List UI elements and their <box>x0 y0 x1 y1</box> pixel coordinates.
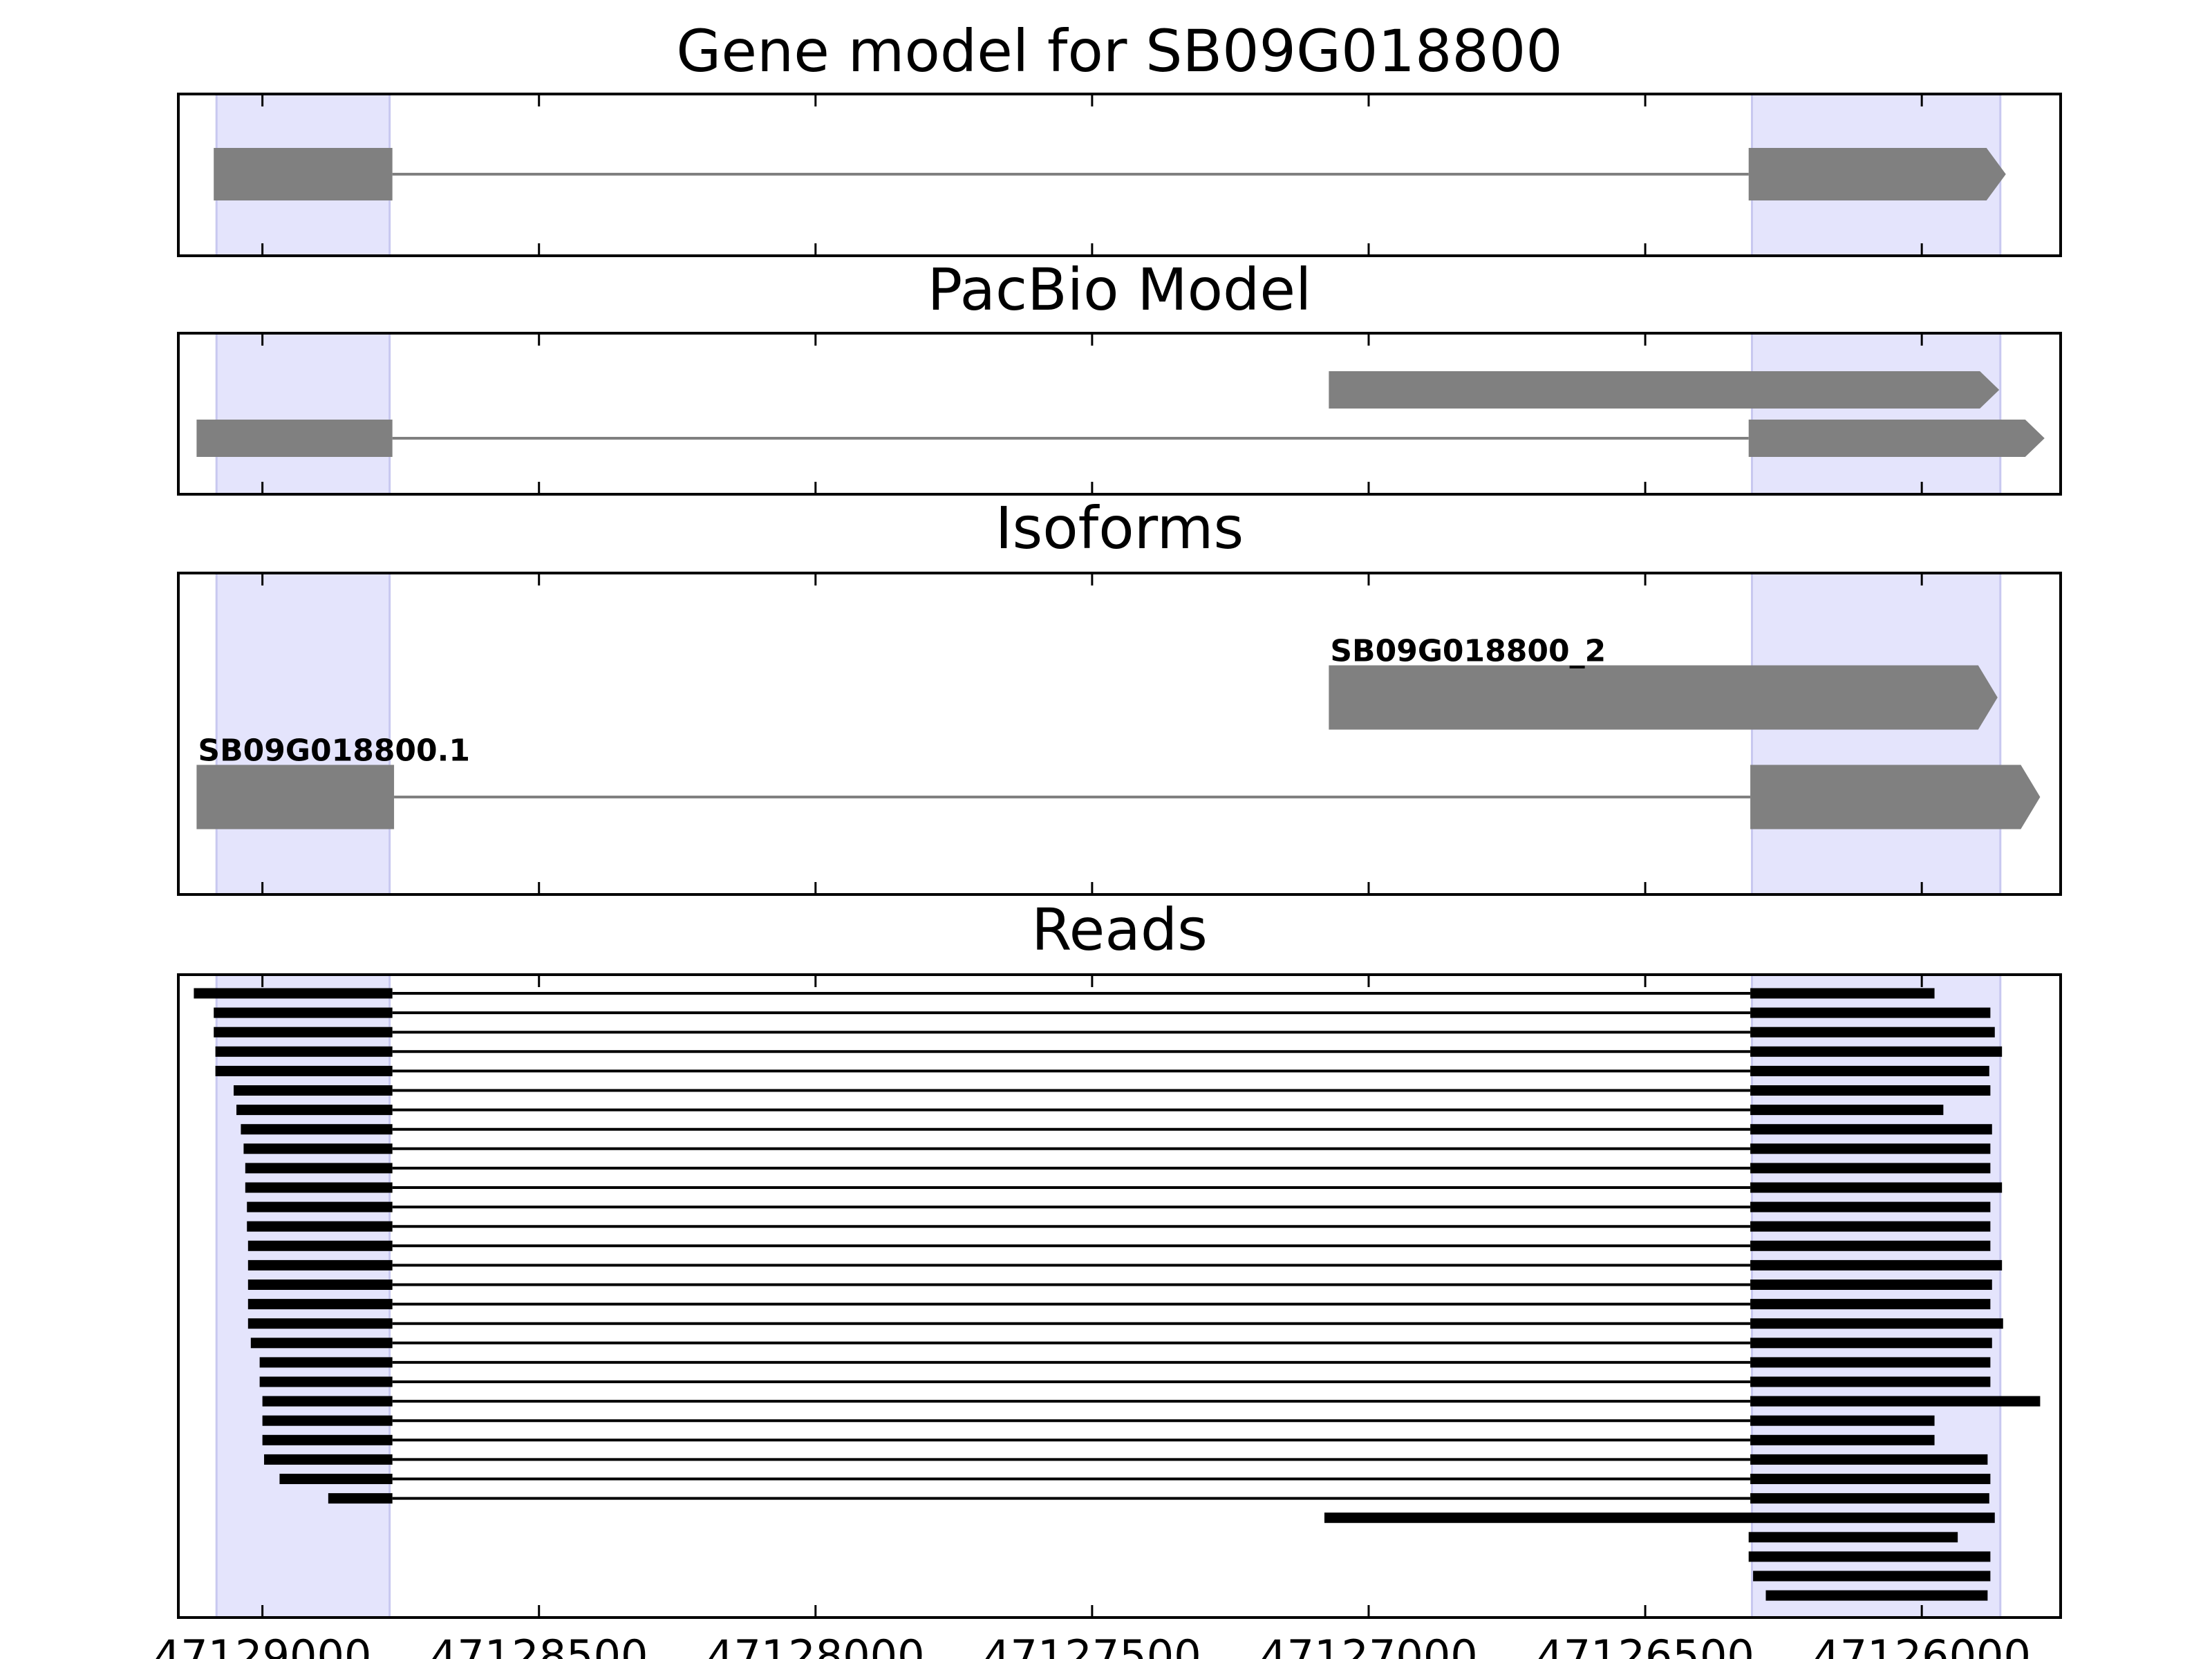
panel-title: PacBio Model <box>928 256 1312 324</box>
highlight-region <box>1751 332 2002 496</box>
isoform-label: SB09G018800_2 <box>1330 634 1606 669</box>
read-block <box>1750 1143 1991 1154</box>
read-block <box>247 1201 393 1212</box>
exon-arrow <box>1329 371 2000 409</box>
panel-frame <box>177 973 2062 1619</box>
isoform-label: SB09G018800.1 <box>198 733 470 769</box>
read-block <box>1750 1201 1991 1212</box>
read-block <box>1750 1318 2003 1329</box>
x-tick-label: 47127500 <box>983 1631 1201 1659</box>
exon-arrow <box>1748 148 2006 200</box>
read-block <box>245 1163 393 1174</box>
read-block <box>1750 1027 1995 1038</box>
read-block <box>214 1027 393 1038</box>
exon <box>196 765 395 830</box>
read-block <box>1750 1396 2041 1407</box>
panel-title: Reads <box>1031 896 1208 964</box>
read-block <box>1750 1376 1991 1387</box>
read-block <box>1750 1299 1991 1310</box>
read-block <box>279 1474 393 1484</box>
exon-arrow <box>1750 765 2041 830</box>
read-block <box>1750 1163 1991 1174</box>
read-block <box>247 1299 393 1310</box>
panel-title: Isoforms <box>995 494 1244 562</box>
x-tick-label: 47128000 <box>706 1631 925 1659</box>
read-block <box>247 1318 393 1329</box>
read-block <box>262 1434 393 1445</box>
panel-frame <box>177 572 2062 896</box>
exon <box>214 148 393 200</box>
read-block <box>1750 1454 1988 1465</box>
read-block <box>262 1396 393 1407</box>
read-block <box>1750 1415 1935 1426</box>
read-block <box>1750 1065 1989 1076</box>
read-block <box>245 1182 393 1193</box>
read-block <box>1324 1512 1995 1524</box>
read-block <box>1750 1259 2003 1271</box>
read-block <box>262 1415 393 1426</box>
read-block <box>1750 1240 1991 1251</box>
exon <box>196 420 393 457</box>
panel-frame <box>177 332 2062 496</box>
read-block <box>1750 1105 1944 1116</box>
read-block <box>194 988 393 999</box>
x-tick-label: 47127000 <box>1259 1631 1478 1659</box>
read-block <box>1750 1280 1992 1290</box>
read-block <box>1753 1571 1991 1582</box>
read-block <box>1750 1338 1992 1349</box>
read-block <box>247 1221 393 1232</box>
panel-title: Gene model for SB09G018800 <box>676 17 1562 85</box>
read-block <box>1765 1590 1988 1601</box>
read-block <box>214 1007 393 1018</box>
highlight-region <box>215 572 391 896</box>
read-block <box>241 1124 393 1135</box>
read-block <box>215 1046 393 1057</box>
read-block <box>259 1376 393 1387</box>
read-block <box>247 1240 393 1251</box>
read-block <box>264 1454 393 1465</box>
exon-arrow <box>1329 665 1998 730</box>
x-tick-label: 47126000 <box>1812 1631 2031 1659</box>
read-block <box>247 1280 393 1290</box>
highlight-region <box>215 332 391 496</box>
x-tick-label: 47128500 <box>430 1631 648 1659</box>
x-tick-label: 47129000 <box>153 1631 372 1659</box>
read-block <box>236 1105 393 1116</box>
read-block <box>259 1357 393 1368</box>
read-block <box>243 1143 393 1154</box>
read-block <box>1750 1221 1991 1232</box>
read-block <box>1750 1357 1991 1368</box>
read-block <box>234 1085 393 1096</box>
read-block <box>1750 1493 1989 1504</box>
highlight-region <box>1751 572 2002 896</box>
read-block <box>1750 1434 1935 1445</box>
panel-frame <box>177 93 2062 257</box>
read-block <box>1750 988 1935 999</box>
read-block <box>215 1065 393 1076</box>
read-block <box>1750 1046 2003 1057</box>
read-block <box>1750 1474 1991 1484</box>
highlight-region <box>215 973 391 1619</box>
read-block <box>1748 1532 1958 1543</box>
read-block <box>1750 1124 1992 1135</box>
read-block <box>1750 1007 1991 1018</box>
x-tick-label: 47126500 <box>1536 1631 1754 1659</box>
read-block <box>250 1338 393 1349</box>
read-block <box>247 1259 393 1271</box>
read-block <box>328 1493 393 1504</box>
read-block <box>1748 1551 1991 1562</box>
exon-arrow <box>1748 420 2045 457</box>
read-block <box>1750 1182 2003 1193</box>
read-block <box>1750 1085 1991 1096</box>
